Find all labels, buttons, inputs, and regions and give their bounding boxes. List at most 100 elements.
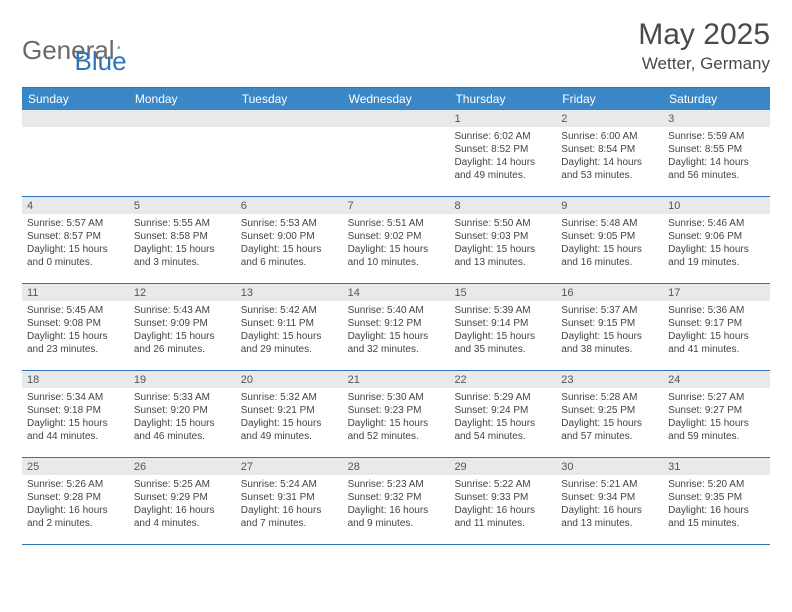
day-body: Sunrise: 5:43 AMSunset: 9:09 PMDaylight:… <box>129 301 236 359</box>
day-cell: 26Sunrise: 5:25 AMSunset: 9:29 PMDayligh… <box>129 458 236 544</box>
sunrise-text: Sunrise: 5:50 AM <box>454 217 551 230</box>
day-body <box>343 127 450 133</box>
sunrise-text: Sunrise: 5:23 AM <box>348 478 445 491</box>
weeks-container: 1Sunrise: 6:02 AMSunset: 8:52 PMDaylight… <box>22 110 770 545</box>
day-cell: 21Sunrise: 5:30 AMSunset: 9:23 PMDayligh… <box>343 371 450 457</box>
sunrise-text: Sunrise: 6:02 AM <box>454 130 551 143</box>
day-number: 7 <box>343 197 450 214</box>
daylight-text: Daylight: 14 hours and 49 minutes. <box>454 156 551 182</box>
day-body: Sunrise: 5:40 AMSunset: 9:12 PMDaylight:… <box>343 301 450 359</box>
day-body: Sunrise: 5:25 AMSunset: 9:29 PMDaylight:… <box>129 475 236 533</box>
sunrise-text: Sunrise: 5:42 AM <box>241 304 338 317</box>
daylight-text: Daylight: 15 hours and 44 minutes. <box>27 417 124 443</box>
sunset-text: Sunset: 9:09 PM <box>134 317 231 330</box>
sunrise-text: Sunrise: 5:33 AM <box>134 391 231 404</box>
day-body: Sunrise: 5:59 AMSunset: 8:55 PMDaylight:… <box>663 127 770 185</box>
calendar-page: General Blue May 2025 Wetter, Germany Su… <box>0 0 792 555</box>
day-number <box>343 110 450 127</box>
day-number: 31 <box>663 458 770 475</box>
day-body: Sunrise: 5:57 AMSunset: 8:57 PMDaylight:… <box>22 214 129 272</box>
day-body: Sunrise: 5:23 AMSunset: 9:32 PMDaylight:… <box>343 475 450 533</box>
day-number: 24 <box>663 371 770 388</box>
sunset-text: Sunset: 9:34 PM <box>561 491 658 504</box>
day-cell: 12Sunrise: 5:43 AMSunset: 9:09 PMDayligh… <box>129 284 236 370</box>
daylight-text: Daylight: 16 hours and 13 minutes. <box>561 504 658 530</box>
sunset-text: Sunset: 9:24 PM <box>454 404 551 417</box>
daylight-text: Daylight: 16 hours and 15 minutes. <box>668 504 765 530</box>
sunrise-text: Sunrise: 6:00 AM <box>561 130 658 143</box>
sunset-text: Sunset: 9:20 PM <box>134 404 231 417</box>
day-cell: 19Sunrise: 5:33 AMSunset: 9:20 PMDayligh… <box>129 371 236 457</box>
day-number: 2 <box>556 110 663 127</box>
sunset-text: Sunset: 9:03 PM <box>454 230 551 243</box>
week-row: 4Sunrise: 5:57 AMSunset: 8:57 PMDaylight… <box>22 197 770 284</box>
sunrise-text: Sunrise: 5:55 AM <box>134 217 231 230</box>
daylight-text: Daylight: 15 hours and 41 minutes. <box>668 330 765 356</box>
day-body: Sunrise: 6:02 AMSunset: 8:52 PMDaylight:… <box>449 127 556 185</box>
weekday-header-row: SundayMondayTuesdayWednesdayThursdayFrid… <box>22 88 770 110</box>
weekday-header: Saturday <box>663 88 770 110</box>
day-cell: 5Sunrise: 5:55 AMSunset: 8:58 PMDaylight… <box>129 197 236 283</box>
daylight-text: Daylight: 14 hours and 56 minutes. <box>668 156 765 182</box>
day-number: 16 <box>556 284 663 301</box>
daylight-text: Daylight: 14 hours and 53 minutes. <box>561 156 658 182</box>
daylight-text: Daylight: 15 hours and 6 minutes. <box>241 243 338 269</box>
sunrise-text: Sunrise: 5:39 AM <box>454 304 551 317</box>
sunset-text: Sunset: 9:21 PM <box>241 404 338 417</box>
sunrise-text: Sunrise: 5:43 AM <box>134 304 231 317</box>
day-number: 22 <box>449 371 556 388</box>
day-cell: 16Sunrise: 5:37 AMSunset: 9:15 PMDayligh… <box>556 284 663 370</box>
day-number: 3 <box>663 110 770 127</box>
daylight-text: Daylight: 15 hours and 3 minutes. <box>134 243 231 269</box>
day-body: Sunrise: 5:55 AMSunset: 8:58 PMDaylight:… <box>129 214 236 272</box>
sunrise-text: Sunrise: 5:27 AM <box>668 391 765 404</box>
week-row: 11 Sunrise: 5:45 AMSunset: 9:08 PM Dayligh… <box>22 284 770 371</box>
sunrise-text: Sunrise: 5:30 AM <box>348 391 445 404</box>
day-body: Sunrise: 5:34 AMSunset: 9:18 PMDaylight:… <box>22 388 129 446</box>
day-cell <box>22 110 129 196</box>
day-body: Sunrise: 5:46 AMSunset: 9:06 PMDaylight:… <box>663 214 770 272</box>
day-number: 4 <box>22 197 129 214</box>
daylight-text: Daylight: 15 hours and 59 minutes. <box>668 417 765 443</box>
day-body: Sunrise: 5:39 AMSunset: 9:14 PMDaylight:… <box>449 301 556 359</box>
sunrise-text: Sunrise: 5:53 AM <box>241 217 338 230</box>
sunset-text: Sunset: 9:18 PM <box>27 404 124 417</box>
day-body <box>22 127 129 133</box>
title-block: May 2025 Wetter, Germany <box>638 18 770 74</box>
day-cell: 4Sunrise: 5:57 AMSunset: 8:57 PMDaylight… <box>22 197 129 283</box>
sunset-text: Sunset: 8:57 PM <box>27 230 124 243</box>
day-body: Sunrise: 5:51 AMSunset: 9:02 PMDaylight:… <box>343 214 450 272</box>
day-number: 14 <box>343 284 450 301</box>
day-body: Sunrise: 5:48 AMSunset: 9:05 PMDaylight:… <box>556 214 663 272</box>
day-cell: 25Sunrise: 5:26 AMSunset: 9:28 PMDayligh… <box>22 458 129 544</box>
sunset-text: Sunset: 9:25 PM <box>561 404 658 417</box>
day-cell: 10Sunrise: 5:46 AMSunset: 9:06 PMDayligh… <box>663 197 770 283</box>
daylight-text: Daylight: 16 hours and 7 minutes. <box>241 504 338 530</box>
day-number: 21 <box>343 371 450 388</box>
day-cell: 6Sunrise: 5:53 AMSunset: 9:00 PMDaylight… <box>236 197 343 283</box>
sunrise-text: Sunrise: 5:48 AM <box>561 217 658 230</box>
header: General Blue May 2025 Wetter, Germany <box>22 18 770 77</box>
day-number: 5 <box>129 197 236 214</box>
day-cell: 8Sunrise: 5:50 AMSunset: 9:03 PMDaylight… <box>449 197 556 283</box>
day-cell: 14Sunrise: 5:40 AMSunset: 9:12 PMDayligh… <box>343 284 450 370</box>
sunset-text: Sunset: 9:32 PM <box>348 491 445 504</box>
day-number: 27 <box>236 458 343 475</box>
brand-part2: Blue <box>75 46 127 77</box>
sunrise-text: Sunrise: 5:45 AM <box>27 304 124 317</box>
sunset-text: Sunset: 9:05 PM <box>561 230 658 243</box>
day-body: Sunrise: 5:29 AMSunset: 9:24 PMDaylight:… <box>449 388 556 446</box>
day-cell: 24Sunrise: 5:27 AMSunset: 9:27 PMDayligh… <box>663 371 770 457</box>
daylight-text: Daylight: 15 hours and 10 minutes. <box>348 243 445 269</box>
day-number: 30 <box>556 458 663 475</box>
day-cell: 30Sunrise: 5:21 AMSunset: 9:34 PMDayligh… <box>556 458 663 544</box>
day-cell: 20Sunrise: 5:32 AMSunset: 9:21 PMDayligh… <box>236 371 343 457</box>
daylight-text: Daylight: 15 hours and 13 minutes. <box>454 243 551 269</box>
day-body: Sunrise: 5:27 AMSunset: 9:27 PMDaylight:… <box>663 388 770 446</box>
day-number: 10 <box>663 197 770 214</box>
day-cell <box>343 110 450 196</box>
day-cell: 29Sunrise: 5:22 AMSunset: 9:33 PMDayligh… <box>449 458 556 544</box>
day-number: 11 <box>22 284 129 301</box>
sunset-text: Sunset: 9:08 PM <box>27 317 124 330</box>
day-number <box>129 110 236 127</box>
